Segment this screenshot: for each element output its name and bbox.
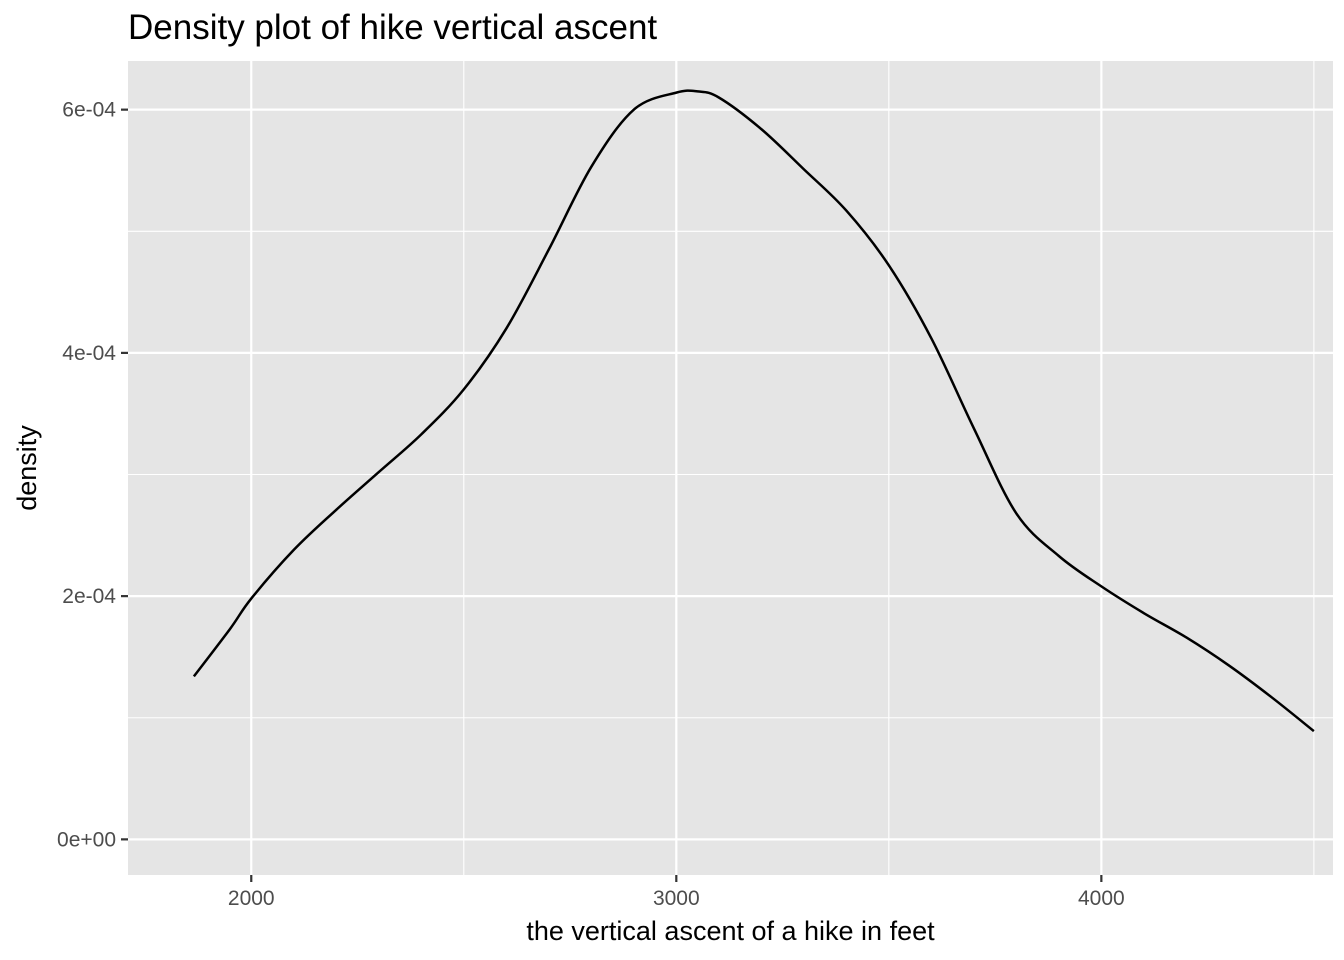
y-tick-label-2: 4e-04 bbox=[62, 342, 116, 365]
x-axis-title: the vertical ascent of a hike in feet bbox=[526, 916, 935, 946]
y-axis-title: density bbox=[12, 425, 42, 511]
plot-panel bbox=[128, 61, 1333, 875]
y-tick-label-1: 2e-04 bbox=[62, 585, 116, 608]
chart-title: Density plot of hike vertical ascent bbox=[128, 8, 657, 47]
x-tick-label-1: 3000 bbox=[653, 887, 700, 910]
x-tick-label-2: 4000 bbox=[1078, 887, 1125, 910]
y-tick-label-3: 6e-04 bbox=[62, 99, 116, 122]
x-tick-label-0: 2000 bbox=[228, 887, 275, 910]
y-axis: 0e+00 2e-04 4e-04 6e-04 bbox=[57, 99, 128, 851]
minor-gridlines bbox=[128, 61, 1333, 875]
x-axis: 2000 3000 4000 bbox=[228, 875, 1125, 910]
density-curve bbox=[192, 89, 1315, 733]
y-tick-label-0: 0e+00 bbox=[57, 828, 116, 851]
major-gridlines bbox=[128, 61, 1333, 875]
